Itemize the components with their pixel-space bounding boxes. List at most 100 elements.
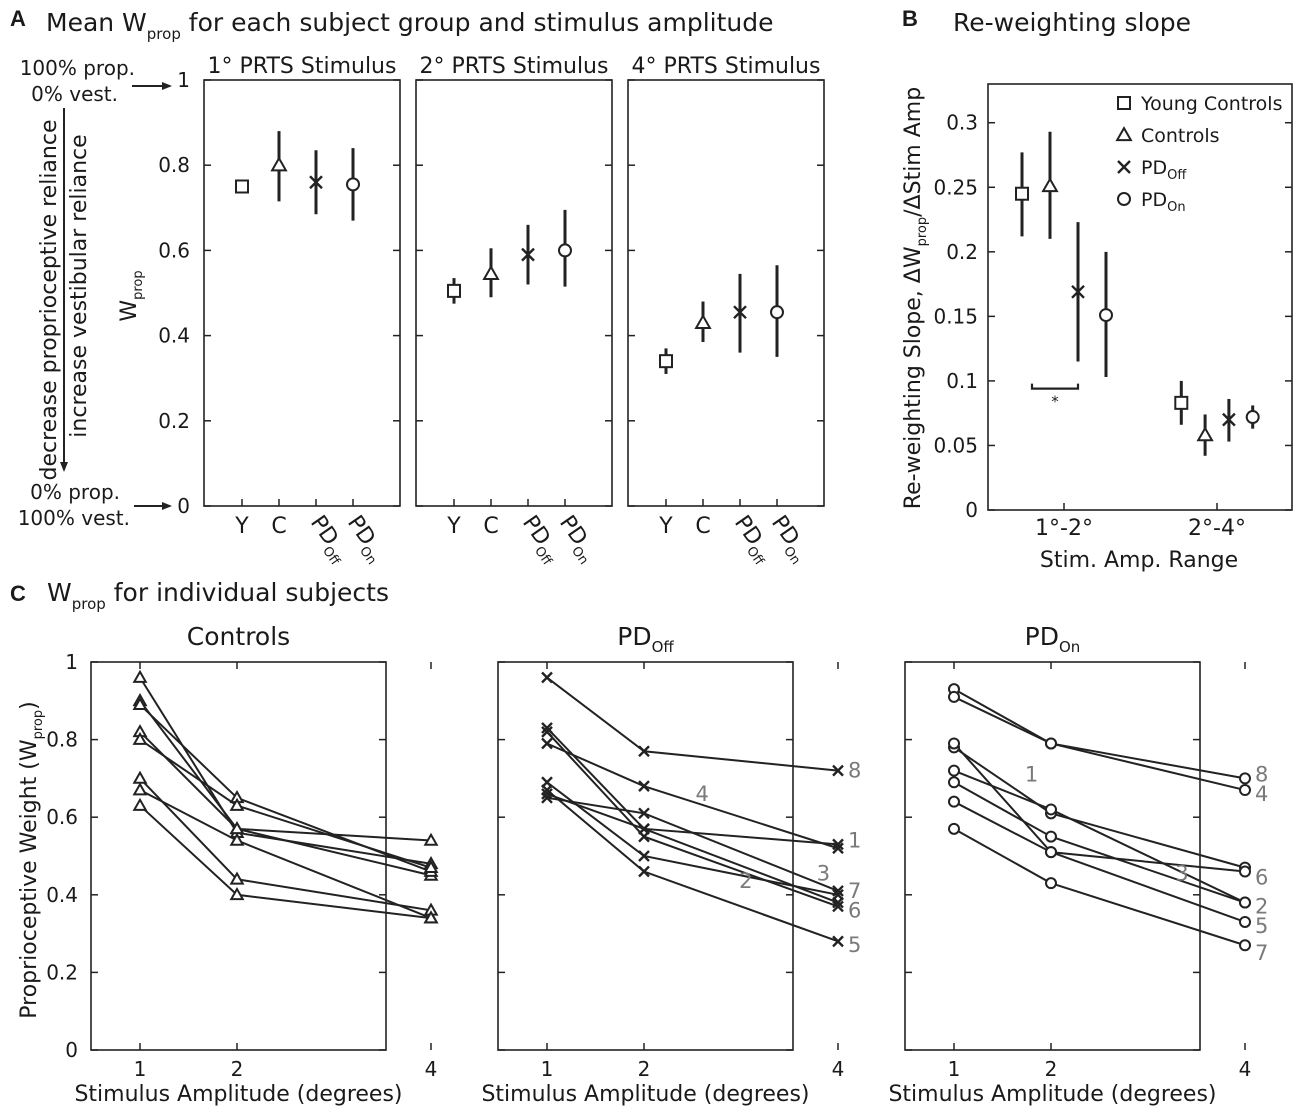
b-data-point	[1174, 395, 1189, 410]
a-ytick-label: 0.4	[158, 324, 190, 348]
a-subplot-title: 4° PRTS Stimulus	[632, 54, 821, 79]
b-legend-marker	[1117, 160, 1131, 174]
b-legend-marker	[1117, 96, 1131, 110]
b-ytick-label: 0.3	[946, 111, 978, 135]
c-ytick-label: 1	[65, 650, 78, 674]
c-data-point	[423, 832, 439, 846]
b-ytick-label: 0.25	[933, 175, 978, 199]
c-data-point	[832, 935, 844, 948]
c-xtick-label: 4	[425, 1057, 438, 1081]
c-data-point	[423, 910, 439, 924]
c-data-point	[832, 764, 844, 777]
c-xtick-label: 4	[1239, 1057, 1252, 1081]
a-group-label: C	[695, 514, 710, 539]
c-subject-label: 6	[1255, 865, 1268, 889]
a-data-point	[521, 247, 535, 262]
b-data-point	[1222, 412, 1236, 427]
side-label-1: decrease proprioceptive reliance	[37, 120, 62, 481]
c-data-point	[1239, 772, 1251, 785]
c-data-point	[1045, 830, 1057, 843]
panel-c-label: C	[10, 581, 26, 606]
c-xtick-label: 2	[638, 1057, 651, 1081]
a-group-label: Y	[658, 514, 673, 539]
c-subject-line	[546, 731, 839, 908]
c-data-point	[132, 782, 148, 796]
a-data-point	[694, 313, 712, 329]
c-subject-line	[546, 781, 839, 896]
c-data-point	[541, 725, 553, 738]
c-subject-label: 2	[739, 869, 752, 893]
c-data-point	[229, 797, 245, 811]
a-group-label: C	[483, 514, 498, 539]
b-data-point	[1041, 177, 1059, 193]
c-data-point	[1239, 865, 1251, 878]
c-data-point	[541, 737, 553, 750]
b-data-point	[1245, 410, 1260, 425]
c-subject-line	[546, 796, 839, 892]
a-plot-frame	[415, 79, 613, 507]
c-data-point	[1239, 915, 1251, 928]
c-data-point	[1239, 896, 1251, 909]
c-ytick-label: 0.6	[46, 805, 78, 829]
panel-b-label: B	[902, 6, 918, 31]
a-data-point	[346, 177, 360, 192]
c-data-point	[541, 788, 553, 800]
c-subject-label: 5	[848, 933, 861, 957]
c-data-point	[638, 745, 650, 758]
c-subject-line	[953, 800, 1246, 923]
panel-b-title: Re-weighting slope	[953, 8, 1191, 37]
c-data-point	[132, 696, 148, 710]
a-data-point	[659, 354, 673, 369]
a-group-label: Y	[446, 514, 461, 539]
c-data-point	[638, 822, 650, 835]
b-legend-marker	[1115, 126, 1133, 142]
c-subject-label: 1	[1025, 763, 1038, 787]
c-data-point	[229, 832, 245, 846]
a-data-point	[235, 179, 249, 194]
c-subject-label: 7	[1255, 941, 1268, 965]
c-data-point	[1045, 877, 1057, 890]
bottom-note-line1: 0% prop.	[30, 480, 120, 504]
panel-b-xlabel: Stim. Amp. Range	[1040, 548, 1238, 573]
a-group-label: PDOn	[551, 511, 603, 568]
c-ytick-label: 0	[65, 1038, 78, 1062]
panel-a-label: A	[10, 6, 26, 31]
c-data-point	[638, 780, 650, 793]
c-data-point	[1045, 737, 1057, 750]
c-xtick-label: 1	[948, 1057, 961, 1081]
a-data-point	[770, 305, 784, 320]
a-subplot-title: 1° PRTS Stimulus	[208, 54, 397, 79]
a-group-label: PDOff	[514, 511, 567, 569]
b-data-point	[1015, 186, 1029, 201]
panel-b-ylabel: Re-weighting Slope, ΔWprop/ΔStim Amp	[901, 87, 930, 509]
a-ytick-label: 0.6	[158, 238, 190, 262]
c-data-point	[1239, 784, 1251, 797]
b-xtick-label: 2°-4°	[1188, 516, 1246, 541]
c-subject-line	[953, 781, 1246, 904]
a-data-point	[447, 283, 461, 298]
c-subject-line	[139, 700, 432, 877]
c-xtick-label: 2	[231, 1057, 244, 1081]
b-ytick-label: 0.15	[933, 304, 978, 328]
panel-c-plots: 0 0.2 0.4 0.6 0.8 1 Controls 1 2 4 Stimulus Amplit…	[46, 622, 1268, 1107]
c-data-point	[1045, 846, 1057, 859]
b-legend-marker	[1117, 192, 1131, 206]
c-subplot-title: PDOff	[617, 622, 674, 656]
b-legend-label: Controls	[1141, 125, 1220, 147]
c-data-point	[132, 797, 148, 811]
c-subject-label: 6	[848, 898, 861, 922]
c-subject-line	[953, 688, 1246, 780]
c-data-point	[832, 896, 844, 909]
c-ytick-label: 0.4	[46, 883, 78, 907]
a-data-point	[309, 175, 323, 190]
c-data-point	[132, 669, 148, 683]
c-subject-label: 3	[817, 861, 830, 885]
c-data-point	[948, 690, 960, 703]
panel-c-title: Wprop for individual subjects	[47, 578, 389, 613]
c-xlabel: Stimulus Amplitude (degrees)	[888, 1082, 1216, 1107]
top-note-line1: 100% prop.	[20, 56, 135, 80]
c-data-point	[832, 838, 844, 851]
b-ytick-label: 0	[965, 498, 978, 522]
